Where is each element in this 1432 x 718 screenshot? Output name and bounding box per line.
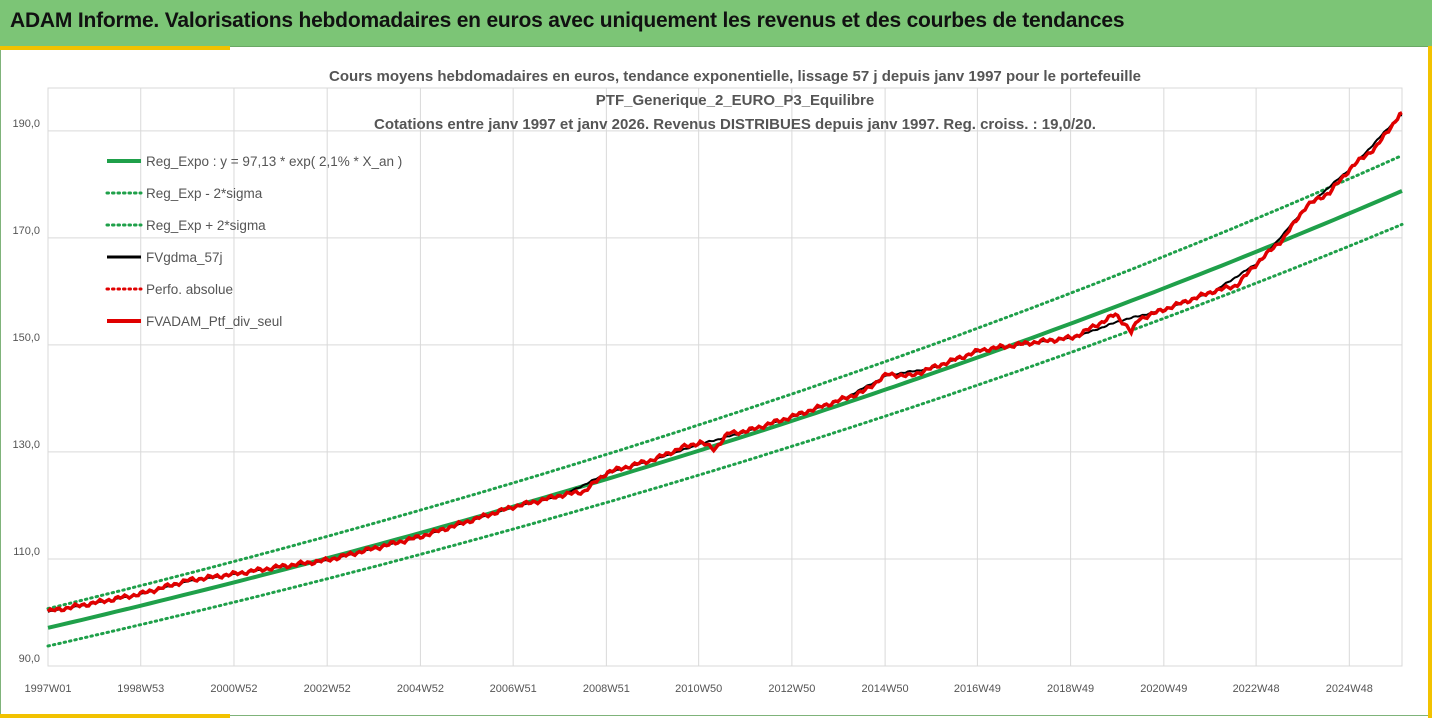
accent-bar-top	[0, 46, 230, 50]
x-tick-label: 2012W50	[768, 683, 815, 695]
y-tick-label: 130,0	[12, 439, 40, 451]
y-tick-label: 90,0	[19, 653, 40, 665]
x-tick-label: 2014W50	[862, 683, 909, 695]
legend-label: Reg_Exp + 2*sigma	[146, 218, 266, 233]
legend-label: Perfo. absolue	[146, 282, 233, 297]
legend: Reg_Expo : y = 97,13 * exp( 2,1% * X_an …	[105, 154, 402, 329]
legend-label: FVADAM_Ptf_div_seul	[146, 314, 282, 329]
chart-title-line: PTF_Generique_2_EURO_P3_Equilibre	[596, 92, 874, 109]
x-tick-label: 2002W52	[304, 683, 351, 695]
x-tick-label: 2004W52	[397, 683, 444, 695]
y-tick-label: 170,0	[12, 225, 40, 237]
legend-label: FVgdma_57j	[146, 250, 223, 265]
y-tick-label: 190,0	[12, 118, 40, 130]
grid-lines	[47, 87, 1403, 667]
x-tick-label: 2016W49	[954, 683, 1001, 695]
accent-bar-right	[1428, 46, 1432, 718]
x-tick-label: 2020W49	[1140, 683, 1187, 695]
axes: 90,0 110,0 130,0 150,0 170,0 190,0 1997W01 1998…	[12, 118, 1372, 695]
x-tick-label: 2022W48	[1233, 683, 1280, 695]
page-title: ADAM Informe. Valorisations hebdomadaire…	[10, 9, 1125, 32]
chart-title: Cours moyens hebdomadaires en euros, ten…	[329, 68, 1141, 133]
chart-title-line: Cours moyens hebdomadaires en euros, ten…	[329, 68, 1141, 85]
x-tick-label: 2024W48	[1326, 683, 1373, 695]
legend-label: Reg_Exp - 2*sigma	[146, 186, 263, 201]
accent-bar-bottom	[0, 714, 230, 718]
y-tick-label: 110,0	[13, 546, 40, 558]
x-tick-label: 2010W50	[675, 683, 722, 695]
x-tick-label: 1998W53	[117, 683, 164, 695]
x-tick-label: 2000W52	[210, 683, 257, 695]
chart-title-line: Cotations entre janv 1997 et janv 2026. …	[374, 116, 1096, 133]
series-layer	[46, 111, 1404, 648]
y-tick-label: 150,0	[12, 332, 40, 344]
reg-expo-line	[47, 189, 1403, 630]
reg-exp-plus-2sigma-line	[46, 154, 1404, 611]
x-tick-label: 2008W51	[583, 683, 630, 695]
x-tick-label: 2018W49	[1047, 683, 1094, 695]
header-bar: ADAM Informe. Valorisations hebdomadaire…	[0, 0, 1432, 47]
x-tick-label: 2006W51	[490, 683, 537, 695]
legend-label: Reg_Expo : y = 97,13 * exp( 2,1% * X_an …	[146, 154, 402, 169]
perfo-absolue-line	[47, 112, 1403, 612]
x-tick-label: 1997W01	[24, 683, 71, 695]
reg-exp-minus-2sigma-line	[46, 222, 1404, 648]
